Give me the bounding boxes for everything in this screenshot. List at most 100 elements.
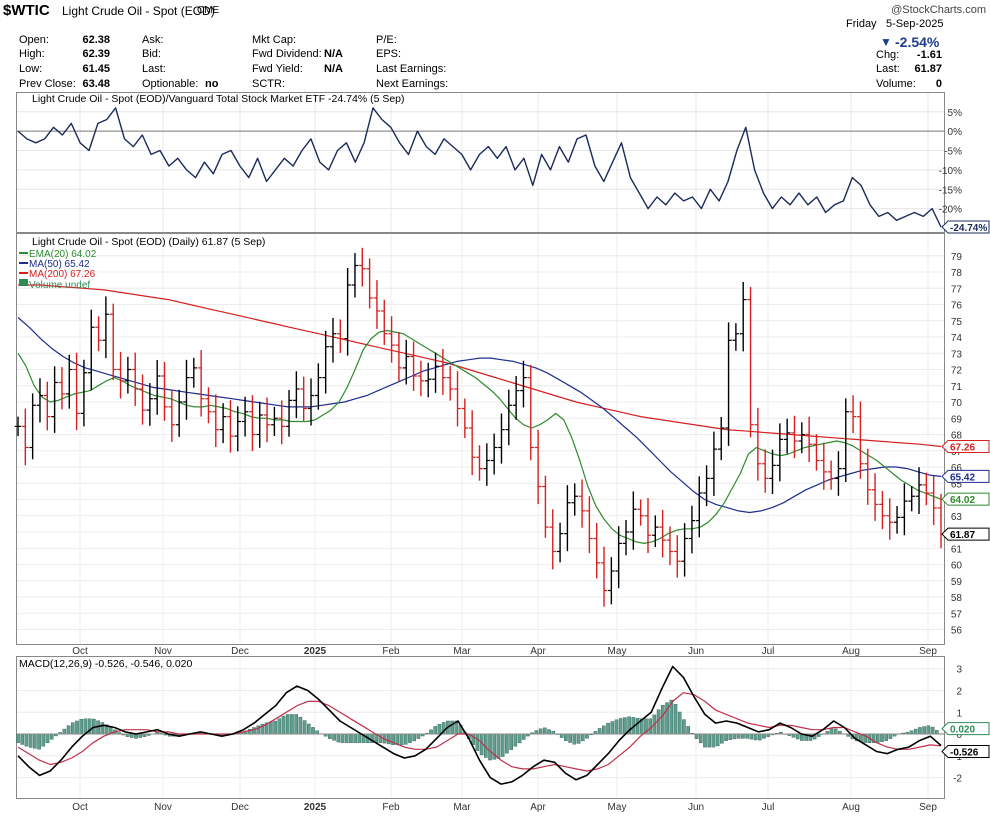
ohlc-bar bbox=[263, 397, 271, 443]
ohlc-bar bbox=[468, 410, 476, 476]
macd-x-tick: Sep bbox=[919, 802, 937, 813]
ratio-y-tick: 0% bbox=[948, 127, 963, 138]
macd-histogram-bar bbox=[602, 725, 606, 735]
price-y-tick: 59 bbox=[951, 577, 963, 588]
chg-label: Chg: bbox=[876, 49, 900, 61]
ohlc-bar bbox=[410, 341, 417, 391]
ohlc-bar bbox=[512, 376, 520, 420]
ohlc-bar bbox=[695, 476, 703, 538]
ratio-panel-frame bbox=[16, 92, 945, 233]
macd-histogram-bar bbox=[49, 733, 54, 740]
price-y-tick: 58 bbox=[951, 593, 963, 604]
macd-histogram-bar bbox=[736, 733, 741, 739]
macd-histogram-bar bbox=[694, 733, 699, 739]
optionable-label: Optionable: bbox=[142, 78, 199, 90]
price-y-tick: 71 bbox=[951, 382, 963, 393]
price-x-tick: Aug bbox=[842, 646, 860, 657]
ohlc-bar bbox=[322, 330, 329, 394]
macd-histogram-bar bbox=[922, 726, 926, 735]
ratio-panel: 5% 0% -5% -10% -15% -20% -24.74% bbox=[17, 93, 990, 234]
price-y-tick: 74 bbox=[951, 333, 963, 344]
brand-watermark[interactable]: @StockCharts.com bbox=[891, 4, 986, 16]
macd-histogram-bar bbox=[500, 733, 505, 757]
price-x-tick: 2025 bbox=[304, 646, 327, 657]
ohlc-bar bbox=[703, 465, 710, 507]
macd-histogram-bar bbox=[70, 722, 75, 735]
ohlc-bar bbox=[87, 309, 95, 391]
price-panel: 5657585960616263646566676869707172737475… bbox=[14, 234, 990, 657]
macd-histogram-bar bbox=[24, 733, 29, 747]
macd-histogram-bar bbox=[795, 733, 800, 740]
macd-histogram-bar bbox=[888, 733, 893, 739]
macd-histogram-bar bbox=[833, 728, 838, 735]
open-value: 62.38 bbox=[82, 34, 110, 46]
ohlc-bar bbox=[351, 253, 359, 298]
ohlc-bar bbox=[549, 509, 557, 570]
price-x-tick: Feb bbox=[382, 646, 400, 657]
next-earnings-label: Next Earnings: bbox=[376, 78, 449, 90]
ohlc-bar bbox=[153, 359, 161, 415]
ohlc-bar bbox=[432, 352, 439, 393]
price-y-tick: 69 bbox=[951, 414, 963, 425]
ohlc-bar bbox=[857, 401, 864, 479]
chg-value: -1.61 bbox=[916, 49, 942, 61]
price-y-tick: 75 bbox=[951, 317, 963, 328]
macd-x-tick: Oct bbox=[72, 802, 88, 813]
legend-volume: Volume undef bbox=[29, 280, 90, 291]
ohlc-bar bbox=[36, 378, 44, 423]
ask-label: Ask: bbox=[142, 34, 164, 46]
ohlc-bar bbox=[717, 416, 725, 461]
macd-histogram-bar bbox=[83, 718, 88, 735]
ohlc-bar bbox=[454, 371, 461, 427]
ohlc-bar bbox=[249, 395, 256, 452]
macd-histogram-bar bbox=[344, 733, 349, 743]
price-y-tick: 65 bbox=[951, 479, 963, 490]
macd-histogram-bar bbox=[294, 714, 298, 735]
macd-histogram-bar bbox=[711, 733, 716, 748]
macd-histogram-bar bbox=[762, 733, 766, 739]
macd-histogram-bar bbox=[829, 728, 834, 735]
macd-histogram-bar bbox=[749, 733, 754, 740]
macd-histogram-bar bbox=[564, 733, 568, 741]
ohlc-bar bbox=[212, 394, 220, 448]
ohlc-bar bbox=[564, 485, 571, 552]
macd-histogram-bar bbox=[509, 733, 513, 750]
ohlc-bar bbox=[366, 258, 373, 309]
ohlc-bar bbox=[58, 367, 66, 410]
macd-histogram-bar bbox=[918, 727, 922, 735]
ohlc-bar bbox=[131, 352, 139, 406]
ohlc-bar bbox=[73, 352, 80, 431]
legend-ma50: MA(50) 65.42 bbox=[29, 259, 90, 270]
macd-histogram-bar bbox=[332, 733, 336, 741]
optionable-value: no bbox=[205, 78, 219, 90]
ohlc-bar bbox=[908, 486, 915, 512]
open-label: Open: bbox=[19, 34, 49, 46]
macd-panel-title: MACD(12,26,9) -0.526, -0.546, 0.020 bbox=[19, 658, 193, 670]
macd-histogram-bar bbox=[496, 733, 501, 759]
macd-histogram-bar bbox=[875, 733, 880, 743]
macd-last-label-box bbox=[941, 722, 990, 736]
ohlc-bar bbox=[769, 449, 776, 495]
macd-histogram-bar bbox=[357, 733, 362, 743]
macd-histogram-bar bbox=[285, 714, 290, 735]
price-last-label: 65.42 bbox=[950, 472, 975, 483]
ma200-line bbox=[18, 284, 942, 448]
mktcap-label: Mkt Cap: bbox=[252, 34, 297, 46]
ratio-series-line bbox=[17, 107, 942, 228]
price-x-tick: Dec bbox=[231, 646, 249, 657]
last-price-value: 61.87 bbox=[914, 63, 942, 75]
macd-histogram-bar bbox=[614, 719, 619, 735]
ohlc-bar bbox=[644, 497, 652, 554]
ohlc-bar bbox=[930, 475, 937, 526]
price-x-tick: Sep bbox=[919, 646, 937, 657]
price-last-label: 64.02 bbox=[950, 495, 975, 506]
ratio-panel-title: Light Crude Oil - Spot (EOD)/Vanguard To… bbox=[32, 93, 405, 105]
macd-last-label-box bbox=[941, 744, 990, 758]
ohlc-bar bbox=[498, 413, 505, 464]
macd-histogram-bar bbox=[538, 728, 543, 735]
price-y-tick: 76 bbox=[951, 301, 963, 312]
ohlc-bar bbox=[65, 354, 73, 409]
price-y-tick: 78 bbox=[951, 268, 963, 279]
macd-y-tick: 3 bbox=[956, 665, 962, 676]
macd-histogram-bar bbox=[62, 728, 67, 735]
